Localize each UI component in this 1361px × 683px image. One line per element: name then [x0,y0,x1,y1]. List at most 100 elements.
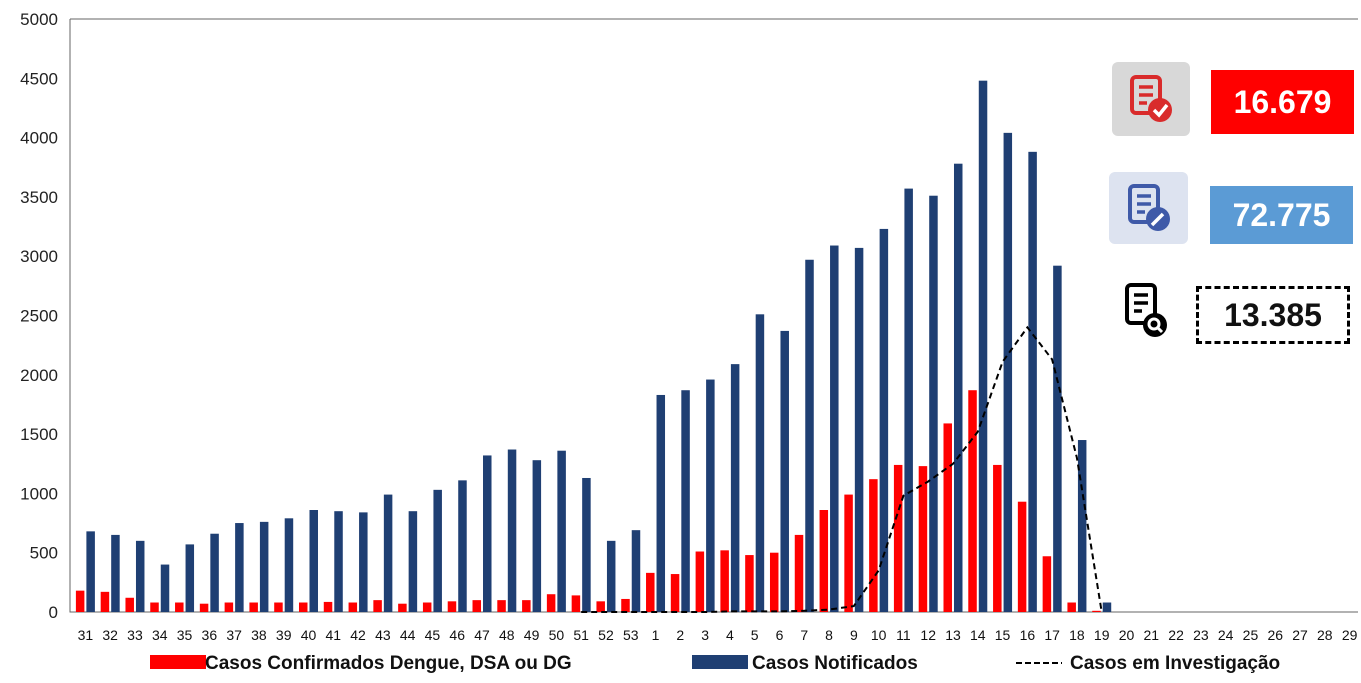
series-investigation-line [581,325,1103,613]
bar-notified [483,455,492,612]
y-tick-label: 1500 [20,425,58,444]
bar-confirmed [546,594,556,612]
y-axis-ticks: 0 500 1000 1500 2000 2500 3000 3500 4000 4500 5000 [20,10,58,622]
x-tick-label: 22 [1168,627,1184,643]
bar-confirmed [1067,602,1076,612]
legend-label-confirmed: Casos Confirmados Dengue, DSA ou DG [205,653,572,674]
investigation-icon-box [1118,278,1176,344]
bar-confirmed [522,600,531,612]
bar-notified [1077,440,1087,612]
x-tick-label: 11 [896,627,911,643]
x-tick-label: 36 [202,627,218,643]
bar-confirmed [298,602,308,612]
bar-confirmed [125,597,134,612]
bar-confirmed [769,552,779,612]
x-tick-label: 17 [1044,627,1060,643]
bar-notified [507,449,517,612]
x-tick-label: 24 [1218,627,1234,643]
x-tick-label: 37 [226,627,242,643]
x-tick-label: 32 [102,627,118,643]
x-tick-label: 28 [1317,627,1333,643]
x-tick-label: 15 [995,627,1011,643]
confirmed-total: 16.679 [1211,70,1354,134]
bar-confirmed [447,601,457,612]
bar-notified [259,521,269,612]
legend-swatch-confirmed [150,655,206,669]
bar-confirmed [100,591,110,612]
x-axis-ticks: 31 32 33 34 35 36 37 38 39 40 41 42 43 44 45 46 47 48 49 50… [78,627,1358,643]
bar-confirmed [175,602,184,612]
bar-notified [359,512,368,612]
bar-notified [408,511,418,612]
axes [69,18,1358,613]
bar-notified [185,544,195,612]
bar-confirmed [646,572,655,612]
bar-notified [334,511,343,612]
bar-notified [805,259,814,612]
bar-notified [557,450,566,612]
y-tick-label: 4500 [20,69,58,88]
bar-confirmed [670,574,680,612]
x-tick-label: 6 [776,627,784,643]
x-tick-label: 47 [474,627,490,643]
bar-notified [433,489,442,612]
x-tick-label: 3 [701,627,709,643]
x-tick-label: 53 [623,627,639,643]
bar-confirmed [1042,556,1052,612]
bar-notified [606,540,616,612]
x-tick-label: 1 [652,627,660,643]
bar-confirmed [695,551,705,612]
x-tick-label: 19 [1094,627,1110,643]
series-notified [86,80,1112,613]
bar-notified [111,534,120,612]
y-tick-label: 5000 [20,10,58,29]
legend-swatch-notified [692,655,748,669]
legend: Casos Confirmados Dengue, DSA ou DG Caso… [150,653,1280,674]
bar-confirmed [819,510,829,612]
bar-notified [1053,265,1062,612]
x-tick-label: 16 [1020,627,1036,643]
bar-confirmed [75,590,85,612]
x-tick-label: 41 [325,627,341,643]
x-tick-label: 5 [751,627,759,643]
bar-notified [86,531,95,612]
bar-notified [135,540,145,612]
bar-confirmed [323,601,333,612]
bar-confirmed [199,603,209,612]
x-tick-label: 4 [726,627,734,643]
x-tick-label: 26 [1267,627,1283,643]
bar-notified [730,364,740,612]
bar-notified [978,80,988,612]
bar-notified [383,494,393,612]
x-tick-label: 49 [524,627,540,643]
y-tick-label: 4000 [20,129,58,148]
bar-confirmed [373,600,382,612]
bar-notified [929,195,938,613]
bar-confirmed [869,479,878,612]
bar-notified [582,477,591,612]
bar-notified [830,245,839,612]
bar-confirmed [422,602,432,612]
bar-confirmed [249,602,258,612]
y-tick-label: 2500 [20,307,58,326]
bar-notified [656,394,666,612]
bar-confirmed [1017,501,1027,612]
bar-confirmed [571,595,581,612]
bar-notified [1102,602,1112,612]
bar-notified [532,460,542,612]
bar-notified [160,564,170,612]
x-tick-label: 8 [825,627,833,643]
series-confirmed [75,390,1101,612]
x-tick-label: 45 [425,627,441,643]
bar-notified [755,314,765,612]
x-tick-label: 27 [1292,627,1308,643]
bar-confirmed [993,464,1002,612]
x-tick-label: 29 [1342,627,1358,643]
bar-confirmed [224,602,234,612]
y-tick-label: 0 [49,603,58,622]
x-tick-label: 18 [1069,627,1085,643]
investigation-total: 13.385 [1196,286,1350,344]
x-tick-label: 25 [1243,627,1259,643]
bar-confirmed [274,602,283,612]
